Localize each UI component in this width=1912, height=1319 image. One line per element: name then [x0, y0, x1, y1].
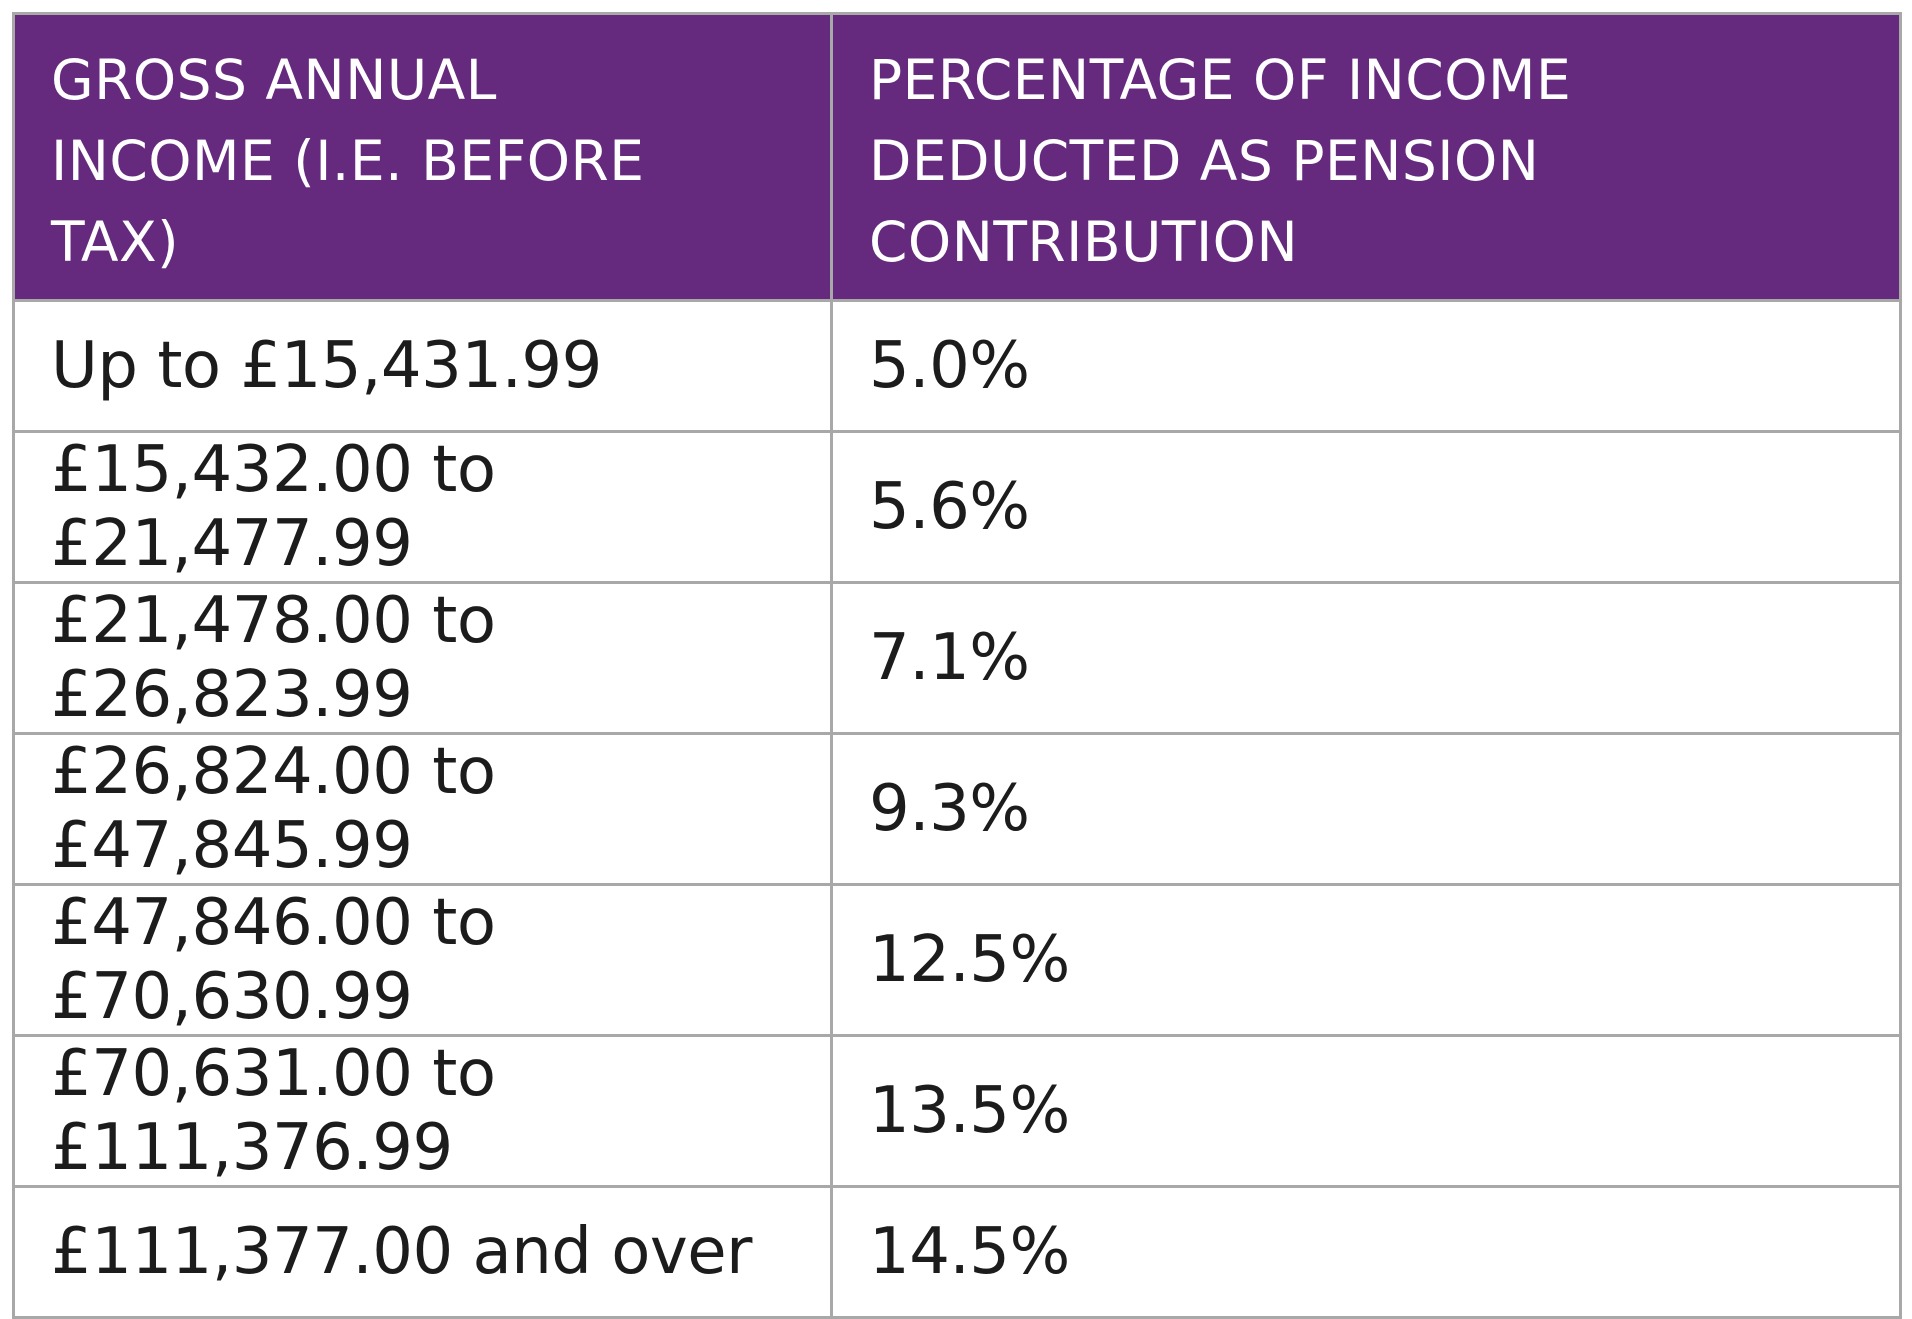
- percentage-text: 5.6%: [869, 470, 1030, 544]
- percentage-text: 13.5%: [869, 1074, 1070, 1148]
- percentage-cell: 13.5%: [830, 1034, 1902, 1188]
- income-band-text: £26,824.00 to £47,845.99: [51, 735, 496, 883]
- income-band-cell: £111,377.00 and over: [12, 1185, 833, 1319]
- income-band-cell: £70,631.00 to £111,376.99: [12, 1034, 833, 1188]
- header-line: INCOME (I.E. BEFORE: [51, 128, 645, 193]
- table-row: £15,432.00 to £21,477.99 5.6%: [12, 430, 1902, 584]
- income-band-text: £47,846.00 to £70,630.99: [51, 886, 496, 1034]
- income-band-text: £15,432.00 to £21,477.99: [51, 433, 496, 581]
- percentage-text: 14.5%: [869, 1215, 1070, 1289]
- income-band-text: £21,478.00 to £26,823.99: [51, 584, 496, 732]
- percentage-cell: 12.5%: [830, 883, 1902, 1037]
- header-gross-annual-income: GROSS ANNUAL INCOME (I.E. BEFORE TAX): [12, 12, 833, 302]
- table-row: Up to £15,431.99 5.0%: [12, 299, 1902, 433]
- percentage-cell: 9.3%: [830, 732, 1902, 886]
- income-band-cell: £21,478.00 to £26,823.99: [12, 581, 833, 735]
- header-line: GROSS ANNUAL: [51, 47, 497, 112]
- income-band-cell: £26,824.00 to £47,845.99: [12, 732, 833, 886]
- income-band-text: Up to £15,431.99: [51, 329, 602, 403]
- header-line: PERCENTAGE OF INCOME: [869, 47, 1572, 112]
- table-row: £111,377.00 and over 14.5%: [12, 1185, 1902, 1319]
- percentage-cell: 5.0%: [830, 299, 1902, 433]
- header-row: GROSS ANNUAL INCOME (I.E. BEFORE TAX) PE…: [12, 12, 1902, 302]
- header-line: CONTRIBUTION: [869, 209, 1299, 274]
- percentage-text: 9.3%: [869, 772, 1030, 846]
- table-row: £47,846.00 to £70,630.99 12.5%: [12, 883, 1902, 1037]
- income-band-text: £111,377.00 and over: [51, 1215, 752, 1289]
- income-band-cell: £15,432.00 to £21,477.99: [12, 430, 833, 584]
- income-band-text: £70,631.00 to £111,376.99: [51, 1037, 496, 1185]
- percentage-cell: 5.6%: [830, 430, 1902, 584]
- pension-contribution-table: GROSS ANNUAL INCOME (I.E. BEFORE TAX) PE…: [12, 12, 1902, 1319]
- income-band-cell: £47,846.00 to £70,630.99: [12, 883, 833, 1037]
- percentage-cell: 7.1%: [830, 581, 1902, 735]
- percentage-cell: 14.5%: [830, 1185, 1902, 1319]
- percentage-text: 7.1%: [869, 621, 1030, 695]
- percentage-text: 5.0%: [869, 329, 1030, 403]
- table-row: £26,824.00 to £47,845.99 9.3%: [12, 732, 1902, 886]
- table-row: £70,631.00 to £111,376.99 13.5%: [12, 1034, 1902, 1188]
- table-row: £21,478.00 to £26,823.99 7.1%: [12, 581, 1902, 735]
- percentage-text: 12.5%: [869, 923, 1070, 997]
- header-line: DEDUCTED AS PENSION: [869, 128, 1540, 193]
- header-percentage-deducted: PERCENTAGE OF INCOME DEDUCTED AS PENSION…: [830, 12, 1902, 302]
- income-band-cell: Up to £15,431.99: [12, 299, 833, 433]
- header-line: TAX): [51, 209, 180, 274]
